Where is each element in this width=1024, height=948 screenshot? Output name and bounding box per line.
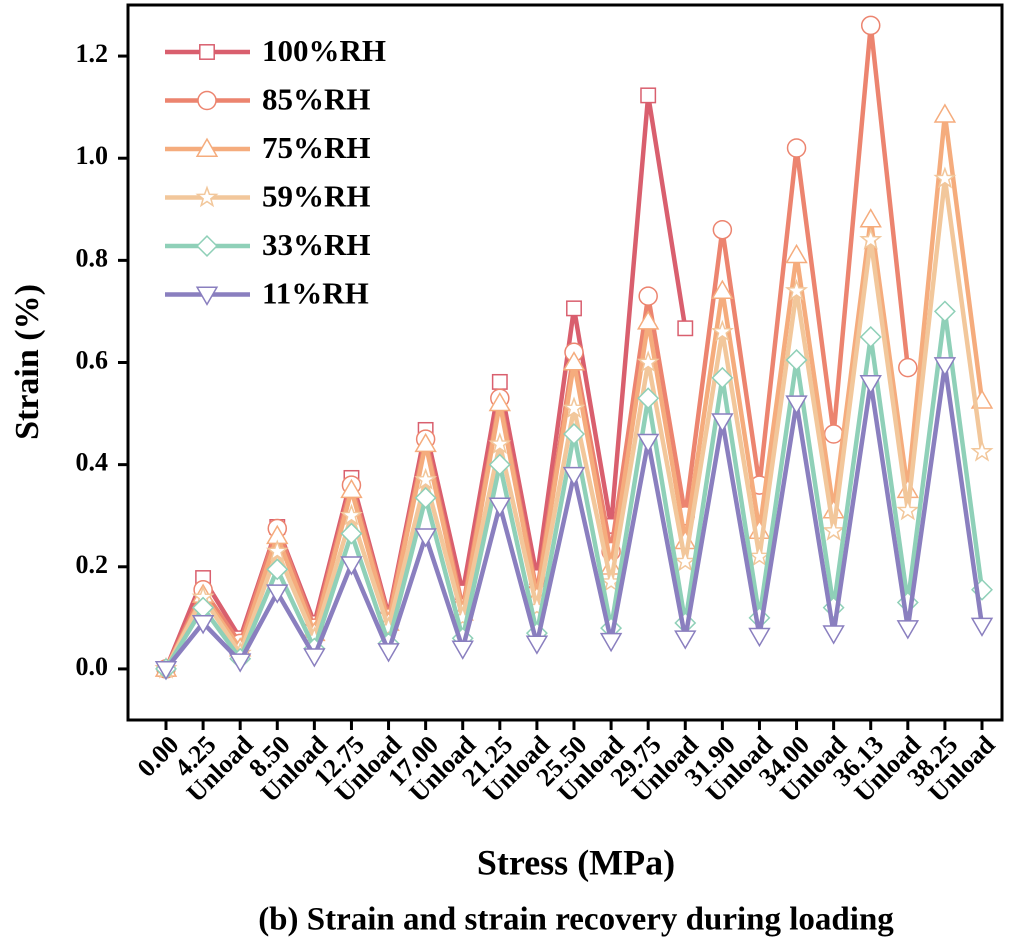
series — [154, 357, 994, 681]
legend-label: 75%RH — [262, 130, 371, 165]
marker — [674, 630, 697, 650]
marker — [266, 558, 289, 581]
marker — [562, 466, 586, 487]
marker — [785, 243, 808, 264]
marker — [970, 617, 994, 637]
x-axis-title: Stress (MPa) — [477, 842, 675, 882]
marker — [640, 87, 657, 104]
marker — [712, 219, 733, 240]
legend-label: 11%RH — [262, 276, 369, 311]
marker — [859, 208, 882, 228]
y-tick-label: 0.8 — [76, 243, 109, 272]
marker — [748, 627, 771, 648]
marker — [488, 432, 512, 455]
marker — [562, 351, 586, 371]
marker — [491, 373, 508, 390]
marker — [933, 300, 956, 323]
marker — [195, 286, 219, 306]
marker — [896, 620, 920, 640]
marker — [566, 300, 582, 317]
marker — [414, 486, 437, 509]
marker — [636, 350, 660, 373]
y-tick-label: 0.6 — [76, 345, 109, 374]
marker — [785, 395, 808, 415]
marker — [228, 653, 252, 673]
marker — [340, 556, 363, 576]
marker — [785, 278, 809, 301]
marker — [414, 528, 437, 548]
y-tick-label: 0.2 — [76, 550, 109, 579]
marker — [488, 391, 512, 412]
marker — [414, 432, 437, 453]
marker — [339, 503, 363, 526]
legend-label: 85%RH — [262, 82, 371, 117]
marker — [377, 643, 400, 663]
legend-label: 100%RH — [262, 33, 386, 68]
marker — [933, 166, 957, 189]
marker — [822, 625, 845, 645]
legend-label: 59%RH — [262, 179, 371, 214]
marker — [488, 453, 511, 476]
marker — [860, 15, 881, 36]
marker — [859, 374, 882, 395]
marker — [711, 366, 734, 389]
marker — [266, 584, 289, 604]
marker — [196, 235, 218, 257]
marker — [191, 615, 215, 635]
marker — [562, 396, 586, 419]
marker — [340, 522, 363, 545]
marker — [197, 90, 217, 111]
marker — [488, 497, 512, 517]
marker — [199, 44, 215, 60]
marker — [859, 227, 883, 250]
marker — [933, 103, 957, 123]
marker — [673, 549, 697, 572]
y-tick-label: 0.0 — [76, 652, 109, 681]
marker — [265, 539, 289, 562]
marker — [823, 424, 844, 444]
y-tick-label: 1.2 — [76, 39, 109, 68]
marker — [303, 648, 326, 668]
marker — [154, 660, 178, 681]
marker — [933, 357, 957, 377]
marker — [711, 413, 734, 433]
marker — [710, 319, 734, 342]
marker — [563, 423, 585, 445]
marker — [451, 640, 474, 660]
marker — [785, 348, 808, 371]
marker — [786, 138, 807, 158]
marker — [340, 478, 363, 499]
marker — [859, 326, 882, 348]
marker — [414, 467, 438, 490]
marker — [636, 310, 660, 330]
marker — [637, 387, 660, 410]
legend-label: 33%RH — [262, 227, 371, 262]
marker — [898, 357, 918, 378]
marker — [525, 635, 549, 655]
marker — [638, 286, 658, 306]
marker — [711, 279, 734, 299]
marker — [636, 433, 660, 454]
caption: (b) Strain and strain recovery during lo… — [258, 902, 894, 938]
plot-frame — [126, 3, 1004, 722]
marker — [896, 498, 920, 521]
marker — [599, 632, 623, 653]
y-axis-title: Strain (%) — [9, 284, 46, 440]
y-tick-label: 1.0 — [76, 141, 109, 170]
marker — [822, 518, 846, 541]
marker — [970, 439, 994, 462]
marker — [677, 320, 694, 337]
y-tick-label: 0.4 — [76, 448, 109, 477]
marker — [195, 137, 219, 157]
marker — [195, 185, 219, 208]
